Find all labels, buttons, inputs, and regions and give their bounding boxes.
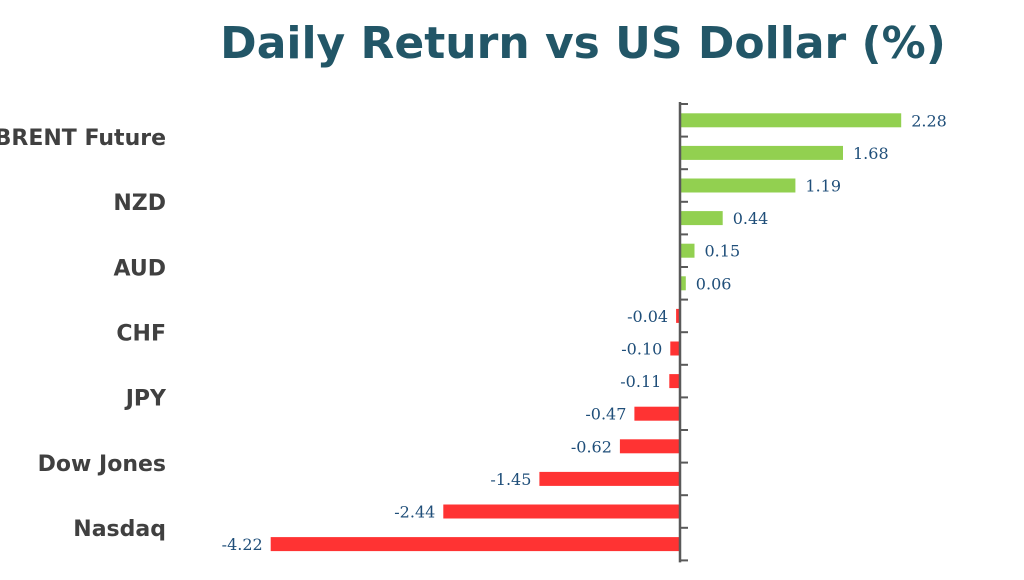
bar: [676, 308, 680, 323]
value-label: -0.47: [585, 405, 626, 424]
bar: [634, 406, 680, 421]
value-label: 1.68: [853, 144, 889, 163]
chart-title: Daily Return vs US Dollar (%): [220, 18, 946, 69]
value-label: -0.10: [621, 340, 662, 359]
bar: [270, 537, 680, 552]
value-label: -4.22: [222, 535, 263, 554]
bar: [680, 113, 902, 128]
bar: [680, 276, 686, 291]
category-label: NZD: [113, 191, 166, 216]
value-label: 1.19: [805, 177, 841, 196]
category-label: JPY: [124, 387, 167, 412]
bar: [670, 341, 680, 356]
value-label: 0.15: [705, 242, 741, 261]
category-label: Nasdaq: [73, 517, 166, 542]
bars-layer: [270, 113, 902, 552]
value-label: -0.04: [627, 307, 668, 326]
value-labels-layer: 2.28 1.68 1.19 0.44 0.15 0.06 -0.04 -0.10 -0.11 -…: [222, 111, 947, 554]
category-labels-layer: BRENT Future NZD AUD CHF JPY Dow Jones Nasdaq: [0, 126, 167, 542]
value-label: -0.62: [571, 437, 612, 456]
value-label: -1.45: [490, 470, 531, 489]
bar: [539, 471, 681, 486]
bar: [669, 374, 680, 389]
bar: [680, 211, 723, 226]
value-label: 0.44: [733, 209, 769, 228]
value-label: 0.06: [696, 274, 732, 293]
value-label: -2.44: [394, 503, 435, 522]
bar: [680, 178, 796, 193]
bar: [619, 439, 680, 454]
axis-layer: [678, 102, 688, 563]
bar: [443, 504, 680, 519]
bar: [680, 243, 695, 258]
category-label: BRENT Future: [0, 126, 166, 151]
value-label: -0.11: [620, 372, 661, 391]
category-label: Dow Jones: [38, 452, 166, 477]
category-label: AUD: [114, 256, 166, 281]
bar: [680, 145, 843, 160]
category-label: CHF: [116, 322, 166, 347]
value-label: 2.28: [911, 111, 947, 130]
